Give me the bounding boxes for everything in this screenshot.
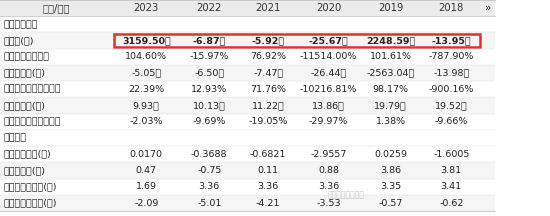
Bar	[0, 179, 495, 195]
Text: 0.0259: 0.0259	[374, 150, 407, 159]
Text: -26.44亿: -26.44亿	[311, 69, 346, 78]
Text: -6.50亿: -6.50亿	[194, 69, 224, 78]
Bar	[0, 81, 495, 97]
Text: 3.36: 3.36	[257, 182, 279, 191]
Text: 成长能力指标: 成长能力指标	[3, 20, 38, 29]
Text: -0.62: -0.62	[439, 199, 464, 208]
Text: 2248.59万: 2248.59万	[366, 36, 415, 45]
Text: 71.76%: 71.76%	[250, 85, 286, 94]
Text: -2.9557: -2.9557	[310, 150, 347, 159]
Text: -0.75: -0.75	[197, 166, 222, 175]
Text: 公众号：博望财经: 公众号：博望财经	[328, 190, 365, 199]
Text: 基本每股收益(元): 基本每股收益(元)	[3, 150, 51, 159]
Text: 19.79亿: 19.79亿	[375, 101, 407, 110]
Text: 19.52亿: 19.52亿	[435, 101, 468, 110]
Text: 2020: 2020	[316, 3, 341, 13]
Text: 101.61%: 101.61%	[370, 52, 412, 61]
Text: -2563.04万: -2563.04万	[367, 69, 415, 78]
Text: »: »	[485, 3, 491, 13]
Text: -9.66%: -9.66%	[434, 117, 468, 126]
Bar	[0, 114, 495, 130]
Text: -5.01: -5.01	[197, 199, 222, 208]
Text: 2023: 2023	[134, 3, 159, 13]
Text: 0.11: 0.11	[257, 166, 279, 175]
Bar	[0, 130, 495, 146]
Text: 9.93亿: 9.93亿	[133, 101, 160, 110]
Text: 3.35: 3.35	[380, 182, 402, 191]
Text: -10216.81%: -10216.81%	[300, 85, 358, 94]
Bar	[0, 195, 495, 211]
Text: -13.95亿: -13.95亿	[431, 36, 471, 45]
Text: 3.86: 3.86	[380, 166, 402, 175]
Text: -6.87亿: -6.87亿	[192, 36, 226, 45]
Text: 3.36: 3.36	[318, 182, 339, 191]
Bar	[0, 0, 495, 16]
Bar	[0, 162, 495, 179]
Text: -2.03%: -2.03%	[130, 117, 163, 126]
Text: -0.57: -0.57	[378, 199, 403, 208]
Text: 每股净资产(元): 每股净资产(元)	[3, 166, 45, 175]
Text: 12.93%: 12.93%	[191, 85, 227, 94]
Text: -787.90%: -787.90%	[428, 52, 474, 61]
Text: -9.69%: -9.69%	[192, 117, 226, 126]
Text: -4.21: -4.21	[256, 199, 280, 208]
Text: 0.47: 0.47	[136, 166, 157, 175]
Text: -5.05亿: -5.05亿	[131, 69, 161, 78]
Text: 104.60%: 104.60%	[125, 52, 167, 61]
Text: 11.22亿: 11.22亿	[252, 101, 284, 110]
Text: -15.97%: -15.97%	[190, 52, 229, 61]
Text: -3.53: -3.53	[316, 199, 341, 208]
Text: 1.38%: 1.38%	[376, 117, 406, 126]
Text: 净利润同比增长率: 净利润同比增长率	[3, 52, 49, 61]
Bar	[0, 16, 495, 32]
Bar	[0, 146, 495, 162]
Text: -1.6005: -1.6005	[433, 150, 470, 159]
Text: 净利润(元): 净利润(元)	[3, 36, 34, 45]
Text: 10.13亿: 10.13亿	[193, 101, 225, 110]
Bar	[0, 65, 495, 81]
Text: -19.05%: -19.05%	[249, 117, 288, 126]
Text: -29.97%: -29.97%	[309, 117, 348, 126]
Text: 3159.50万: 3159.50万	[122, 36, 170, 45]
Text: 营业总收入(元): 营业总收入(元)	[3, 101, 45, 110]
Text: 2018: 2018	[439, 3, 464, 13]
Text: 2021: 2021	[255, 3, 281, 13]
Text: 科目/年度: 科目/年度	[43, 3, 70, 13]
Text: 0.88: 0.88	[318, 166, 339, 175]
Text: 98.17%: 98.17%	[373, 85, 409, 94]
Text: -0.3688: -0.3688	[191, 150, 228, 159]
Text: 3.81: 3.81	[441, 166, 462, 175]
Text: -2.09: -2.09	[134, 199, 158, 208]
Text: 扣非净利润(元): 扣非净利润(元)	[3, 69, 45, 78]
Text: 3.41: 3.41	[441, 182, 462, 191]
Text: 2019: 2019	[378, 3, 404, 13]
Text: -25.67亿: -25.67亿	[309, 36, 349, 45]
Text: 每股指标: 每股指标	[3, 133, 26, 143]
Bar	[0, 32, 495, 49]
Text: 1.69: 1.69	[136, 182, 157, 191]
Text: 76.92%: 76.92%	[250, 52, 286, 61]
Bar	[0, 97, 495, 114]
Text: -0.6821: -0.6821	[250, 150, 287, 159]
Text: 2022: 2022	[196, 3, 222, 13]
Text: 0.0170: 0.0170	[130, 150, 163, 159]
Text: 每股资本公积金(元): 每股资本公积金(元)	[3, 182, 57, 191]
Text: 22.39%: 22.39%	[128, 85, 164, 94]
Text: 3.36: 3.36	[199, 182, 220, 191]
Text: -5.92亿: -5.92亿	[251, 36, 285, 45]
Bar	[0, 49, 495, 65]
Bar	[114, 34, 480, 47]
Text: -7.47亿: -7.47亿	[253, 69, 283, 78]
Text: -11514.00%: -11514.00%	[300, 52, 358, 61]
Text: -13.98亿: -13.98亿	[433, 69, 469, 78]
Text: 每股未分配利润(元): 每股未分配利润(元)	[3, 199, 57, 208]
Text: 营业总收入同比增长率: 营业总收入同比增长率	[3, 117, 61, 126]
Text: 扣非净利润同比增长率: 扣非净利润同比增长率	[3, 85, 61, 94]
Text: -900.16%: -900.16%	[428, 85, 474, 94]
Text: 13.86亿: 13.86亿	[312, 101, 345, 110]
